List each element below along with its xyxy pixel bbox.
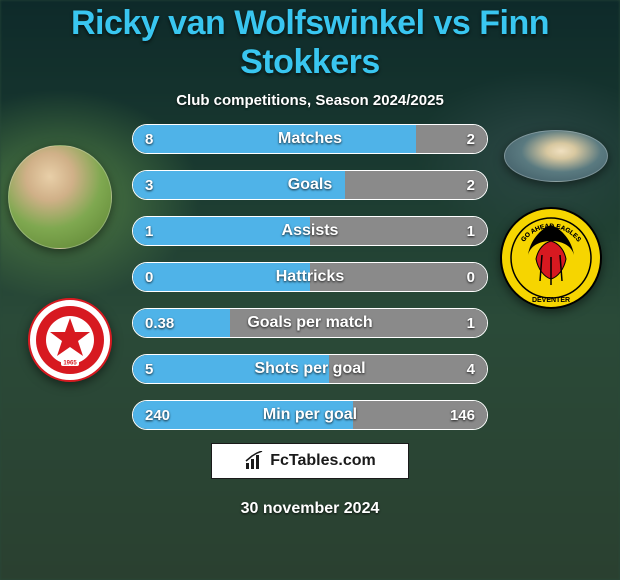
stat-value-right: 4 — [455, 355, 487, 383]
stat-row: Min per goal240 146 — [132, 400, 488, 430]
stat-row: Matches8 2 — [132, 124, 488, 154]
stat-label: Shots per goal — [133, 355, 487, 383]
club-right-logo: DEVENTER GO AHEAD EAGLES GO AHEAD EAGLES — [500, 207, 602, 309]
club-left-logo: 1965 — [28, 298, 112, 382]
svg-text:DEVENTER: DEVENTER — [532, 297, 570, 304]
stat-row: Shots per goal5 4 — [132, 354, 488, 384]
fc-twente-badge-icon: 1965 — [28, 298, 112, 382]
stat-row: Assists1 1 — [132, 216, 488, 246]
page-subtitle: Club competitions, Season 2024/2025 — [0, 92, 620, 109]
brand-banner[interactable]: FcTables.com — [211, 443, 409, 479]
stat-value-right: 0 — [455, 263, 487, 291]
stat-label: Hattricks — [133, 263, 487, 291]
stat-value-left: 1 — [133, 217, 165, 245]
page-title: Ricky van Wolfswinkel vs Finn Stokkers — [0, 4, 620, 82]
stat-value-right: 2 — [455, 171, 487, 199]
player-left-photo — [8, 145, 112, 249]
stat-value-left: 0 — [133, 263, 165, 291]
stat-value-left: 240 — [133, 401, 182, 429]
content-root: Ricky van Wolfswinkel vs Finn Stokkers C… — [0, 0, 620, 580]
stat-value-right: 146 — [438, 401, 487, 429]
stat-row: Hattricks0 0 — [132, 262, 488, 292]
stat-row: Goals3 2 — [132, 170, 488, 200]
stat-value-left: 5 — [133, 355, 165, 383]
stat-label: Goals — [133, 171, 487, 199]
stat-value-left: 8 — [133, 125, 165, 153]
stats-table: Matches82Goals32Assists11Hattricks00Goal… — [132, 124, 488, 446]
brand-text: FcTables.com — [270, 452, 376, 470]
go-ahead-eagles-badge-icon: DEVENTER GO AHEAD EAGLES GO AHEAD EAGLES — [500, 207, 602, 309]
stat-value-left: 3 — [133, 171, 165, 199]
footer-date: 30 november 2024 — [0, 500, 620, 518]
stat-value-left: 0.38 — [133, 309, 186, 337]
stat-row: Goals per match0.381 — [132, 308, 488, 338]
player-right-photo — [504, 130, 608, 182]
stat-value-right: 1 — [455, 309, 487, 337]
stat-label: Assists — [133, 217, 487, 245]
stat-value-right: 2 — [455, 125, 487, 153]
stat-value-right: 1 — [455, 217, 487, 245]
svg-text:1965: 1965 — [63, 361, 77, 367]
stat-label: Min per goal — [133, 401, 487, 429]
chart-icon — [244, 451, 264, 471]
stat-label: Matches — [133, 125, 487, 153]
